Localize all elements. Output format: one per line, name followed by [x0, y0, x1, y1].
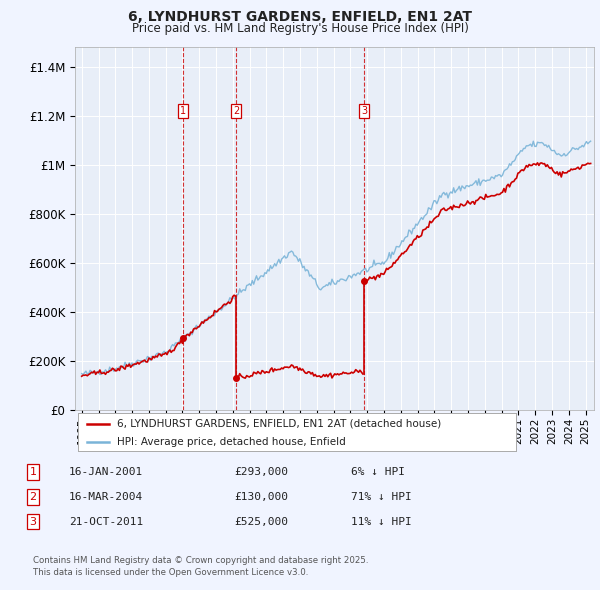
Text: £293,000: £293,000 — [234, 467, 288, 477]
Text: £130,000: £130,000 — [234, 492, 288, 502]
Text: Contains HM Land Registry data © Crown copyright and database right 2025.: Contains HM Land Registry data © Crown c… — [33, 556, 368, 565]
Text: 11% ↓ HPI: 11% ↓ HPI — [351, 517, 412, 526]
Text: 3: 3 — [361, 106, 367, 116]
Text: 21-OCT-2011: 21-OCT-2011 — [69, 517, 143, 526]
Text: 6, LYNDHURST GARDENS, ENFIELD, EN1 2AT: 6, LYNDHURST GARDENS, ENFIELD, EN1 2AT — [128, 10, 472, 24]
Text: 2: 2 — [233, 106, 239, 116]
Text: HPI: Average price, detached house, Enfield: HPI: Average price, detached house, Enfi… — [118, 437, 346, 447]
Text: 6% ↓ HPI: 6% ↓ HPI — [351, 467, 405, 477]
Text: 16-MAR-2004: 16-MAR-2004 — [69, 492, 143, 502]
Text: 1: 1 — [29, 467, 37, 477]
Text: 3: 3 — [29, 517, 37, 526]
Text: 16-JAN-2001: 16-JAN-2001 — [69, 467, 143, 477]
Text: 71% ↓ HPI: 71% ↓ HPI — [351, 492, 412, 502]
Text: 1: 1 — [180, 106, 186, 116]
Text: £525,000: £525,000 — [234, 517, 288, 526]
Text: This data is licensed under the Open Government Licence v3.0.: This data is licensed under the Open Gov… — [33, 568, 308, 577]
Text: Price paid vs. HM Land Registry's House Price Index (HPI): Price paid vs. HM Land Registry's House … — [131, 22, 469, 35]
Text: 6, LYNDHURST GARDENS, ENFIELD, EN1 2AT (detached house): 6, LYNDHURST GARDENS, ENFIELD, EN1 2AT (… — [118, 419, 442, 429]
Text: 2: 2 — [29, 492, 37, 502]
